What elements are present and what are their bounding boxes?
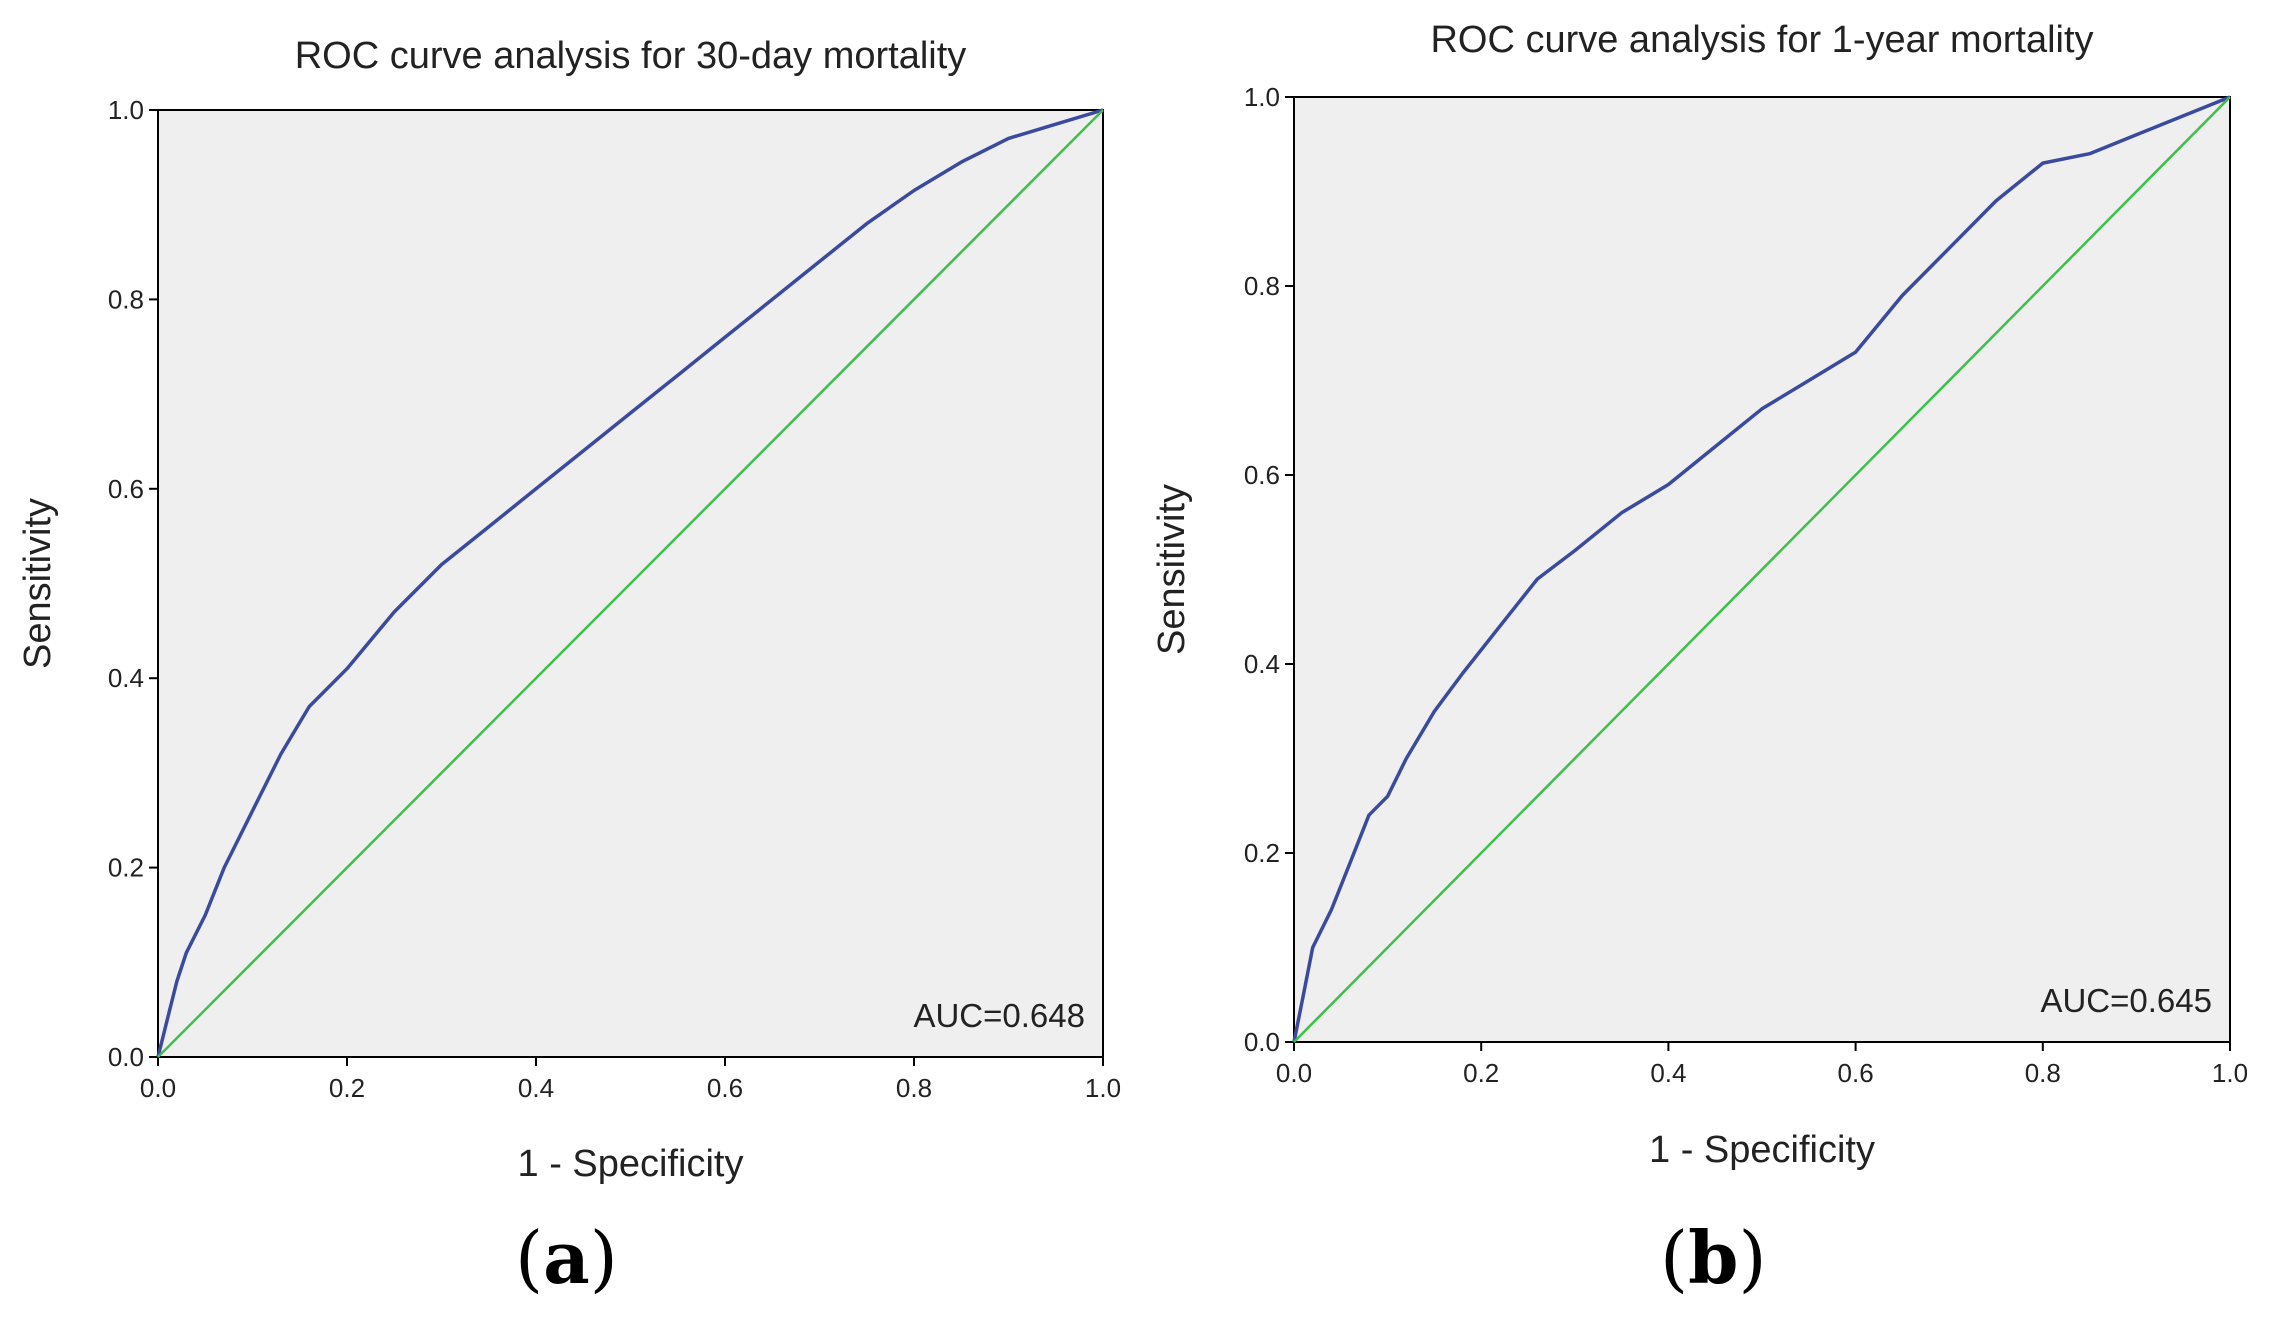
- y-axis-label: Sensitivity: [17, 498, 59, 669]
- x-tick-label: 0.8: [2025, 1058, 2061, 1088]
- x-tick-label: 0.6: [1838, 1058, 1874, 1088]
- y-tick-label: 0.2: [1244, 838, 1280, 868]
- y-tick-label: 0.8: [1244, 271, 1280, 301]
- y-tick-label: 0.0: [1244, 1027, 1280, 1057]
- auc-annotation: AUC=0.645: [2040, 982, 2212, 1019]
- reference-line: [1293, 96, 2231, 1043]
- x-tick-label: 0.8: [896, 1073, 932, 1103]
- y-tick-label: 0.8: [108, 284, 144, 314]
- subfigure-label-a: (a): [515, 1215, 618, 1300]
- y-tick-label: 0.6: [108, 474, 144, 504]
- y-tick-label: 0.0: [108, 1042, 144, 1072]
- chart-panel-a: ROC curve analysis for 30-day mortality 0…: [17, 35, 1121, 1185]
- auc-annotation: AUC=0.648: [913, 997, 1085, 1034]
- y-tick-label: 0.4: [1244, 649, 1280, 679]
- x-tick-label: 0.0: [1276, 1058, 1312, 1088]
- y-axis-label: Sensitivity: [1151, 484, 1193, 655]
- roc-curve: [156, 108, 1104, 1058]
- x-tick-label: 0.2: [1463, 1058, 1499, 1088]
- subfigure-label-b: (b): [1660, 1215, 1767, 1300]
- x-tick-label: 1.0: [1085, 1073, 1121, 1103]
- chart-title: ROC curve analysis for 1-year mortality: [1430, 19, 2093, 61]
- x-tick-label: 0.4: [1650, 1058, 1686, 1088]
- chart-title: ROC curve analysis for 30-day mortality: [295, 35, 967, 77]
- y-tick-label: 0.6: [1244, 460, 1280, 490]
- x-axis-label: 1 - Specificity: [518, 1143, 744, 1185]
- y-tick-label: 0.4: [108, 663, 144, 693]
- x-tick-label: 0.6: [707, 1073, 743, 1103]
- x-tick-label: 0.0: [140, 1073, 176, 1103]
- y-tick-label: 1.0: [108, 95, 144, 125]
- x-axis-label: 1 - Specificity: [1649, 1129, 1875, 1171]
- x-tick-label: 1.0: [2212, 1058, 2248, 1088]
- reference-line: [157, 109, 1104, 1058]
- y-tick-label: 1.0: [1244, 82, 1280, 112]
- x-tick-label: 0.4: [518, 1073, 554, 1103]
- chart-panel-b: ROC curve analysis for 1-year mortality 0…: [1151, 19, 2248, 1171]
- roc-curve: [1292, 95, 2231, 1043]
- x-tick-label: 0.2: [329, 1073, 365, 1103]
- y-tick-label: 0.2: [108, 853, 144, 883]
